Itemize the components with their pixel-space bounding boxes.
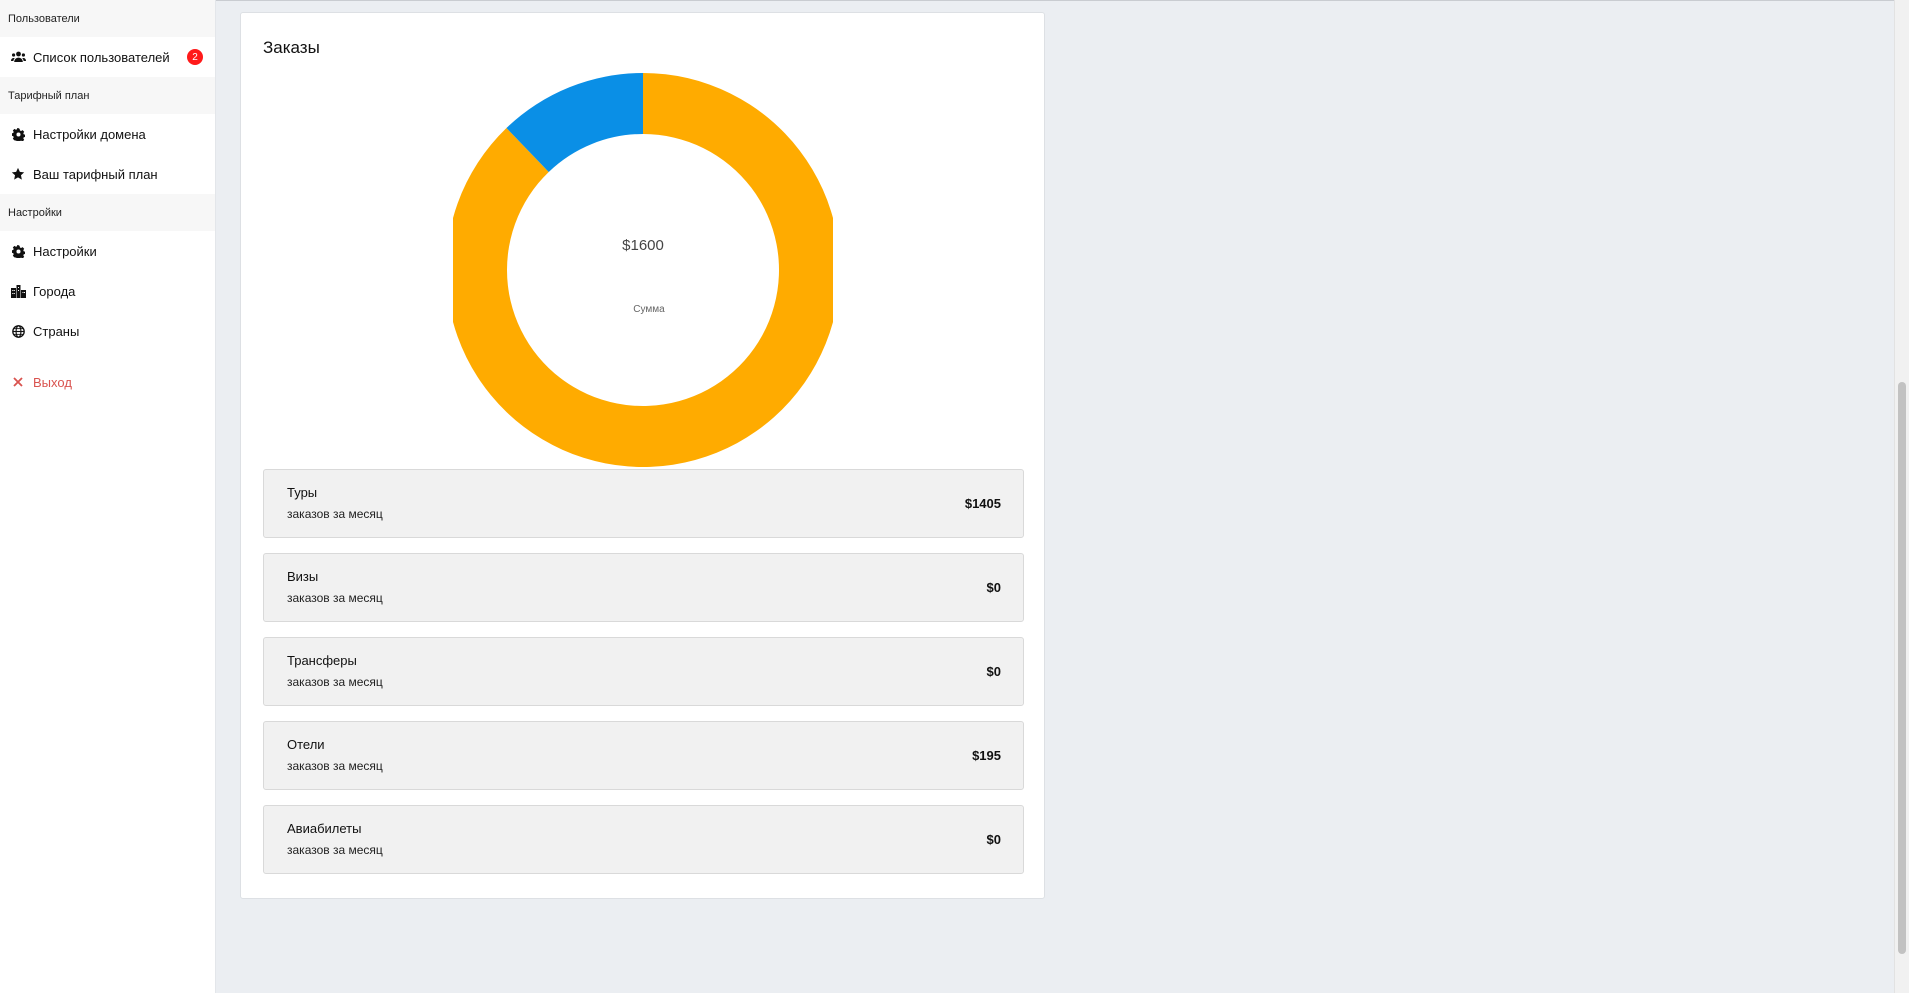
stat-value: $1405 bbox=[964, 496, 1001, 511]
sidebar: Пользователи Список пользователей 2 Тари… bbox=[0, 0, 216, 993]
card-title: Заказы bbox=[263, 38, 320, 57]
stat-subtitle: заказов за месяц bbox=[287, 759, 383, 773]
donut-slice-1[interactable] bbox=[453, 73, 833, 467]
users-icon bbox=[10, 49, 26, 65]
sidebar-item-label: Города bbox=[33, 283, 76, 299]
stat-row-flights: Авиабилеты заказов за месяц $0 bbox=[263, 805, 1024, 874]
top-border bbox=[0, 0, 1909, 1]
stat-name: Авиабилеты bbox=[287, 821, 362, 836]
orders-card: Заказы $1600 Сумма Туры заказов за месяц… bbox=[240, 12, 1045, 899]
stat-name: Туры bbox=[287, 485, 318, 500]
stat-value: $0 bbox=[986, 664, 1001, 679]
stat-subtitle: заказов за месяц bbox=[287, 843, 383, 857]
stat-name: Трансферы bbox=[287, 653, 357, 668]
gear-icon bbox=[10, 126, 26, 142]
page-scrollbar[interactable] bbox=[1894, 0, 1909, 993]
stat-subtitle: заказов за месяц bbox=[287, 507, 383, 521]
sidebar-item-domain-settings[interactable]: Настройки домена bbox=[0, 114, 215, 154]
stat-value: $0 bbox=[986, 580, 1001, 595]
stat-row-visas: Визы заказов за месяц $0 bbox=[263, 553, 1024, 622]
sidebar-item-label: Страны bbox=[33, 323, 80, 339]
stat-row-tours: Туры заказов за месяц $1405 bbox=[263, 469, 1024, 538]
section-header-settings: Настройки bbox=[0, 194, 215, 231]
donut-center-label: Сумма bbox=[633, 304, 665, 315]
sidebar-item-label: Список пользователей bbox=[33, 49, 170, 65]
stats-list: Туры заказов за месяц $1405 Визы заказов… bbox=[263, 469, 1024, 889]
sidebar-item-settings[interactable]: Настройки bbox=[0, 231, 215, 271]
sidebar-item-your-plan[interactable]: Ваш тарифный план bbox=[0, 154, 215, 194]
star-icon bbox=[10, 166, 26, 182]
city-icon bbox=[10, 283, 26, 299]
stat-subtitle: заказов за месяц bbox=[287, 675, 383, 689]
donut-center-value: $1600 bbox=[622, 237, 664, 254]
gear-icon bbox=[10, 243, 26, 259]
stat-subtitle: заказов за месяц bbox=[287, 591, 383, 605]
stat-value: $0 bbox=[986, 832, 1001, 847]
close-icon bbox=[10, 374, 26, 390]
stat-value: $195 bbox=[972, 748, 1001, 763]
globe-icon bbox=[10, 323, 26, 339]
stat-name: Отели bbox=[287, 737, 325, 752]
logout-label: Выход bbox=[33, 374, 72, 390]
section-header-tariff: Тарифный план bbox=[0, 77, 215, 114]
orders-donut-chart: $1600 Сумма bbox=[241, 73, 1046, 467]
sidebar-item-cities[interactable]: Города bbox=[0, 271, 215, 311]
notification-badge: 2 bbox=[187, 49, 203, 65]
sidebar-item-users-list[interactable]: Список пользователей 2 bbox=[0, 37, 215, 77]
section-header-users: Пользователи bbox=[0, 0, 215, 37]
donut-svg: $1600 Сумма bbox=[453, 73, 833, 467]
stat-name: Визы bbox=[287, 569, 319, 584]
donut-slice-4[interactable] bbox=[506, 73, 643, 172]
scrollbar-thumb[interactable] bbox=[1898, 382, 1906, 954]
stat-row-hotels: Отели заказов за месяц $195 bbox=[263, 721, 1024, 790]
sidebar-item-label: Ваш тарифный план bbox=[33, 166, 158, 182]
logout-button[interactable]: Выход bbox=[0, 362, 215, 402]
stat-row-transfers: Трансферы заказов за месяц $0 bbox=[263, 637, 1024, 706]
sidebar-item-label: Настройки домена bbox=[33, 126, 146, 142]
sidebar-item-countries[interactable]: Страны bbox=[0, 311, 215, 351]
sidebar-item-label: Настройки bbox=[33, 243, 97, 259]
